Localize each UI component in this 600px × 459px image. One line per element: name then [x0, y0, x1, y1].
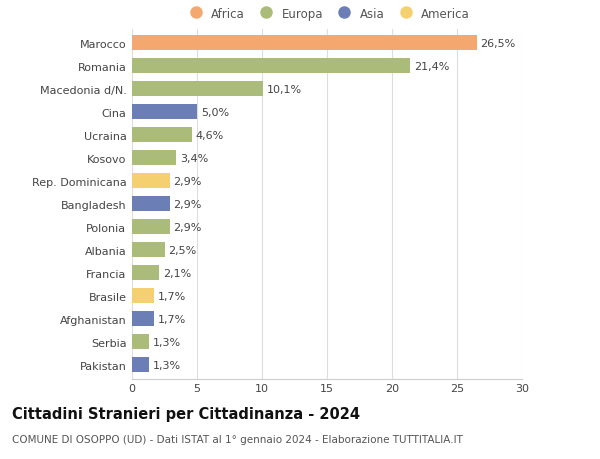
Bar [132, 59, 410, 74]
Bar [132, 266, 160, 280]
Text: 21,4%: 21,4% [414, 62, 449, 72]
Text: Cittadini Stranieri per Cittadinanza - 2024: Cittadini Stranieri per Cittadinanza - 2… [12, 406, 360, 421]
Text: 26,5%: 26,5% [481, 39, 515, 49]
Bar [132, 82, 263, 97]
Bar [132, 151, 176, 166]
Text: 1,3%: 1,3% [153, 360, 181, 370]
Text: 2,5%: 2,5% [169, 245, 197, 255]
Text: 1,7%: 1,7% [158, 291, 186, 301]
Bar [132, 312, 154, 326]
Bar [132, 105, 197, 120]
Text: COMUNE DI OSOPPO (UD) - Dati ISTAT al 1° gennaio 2024 - Elaborazione TUTTITALIA.: COMUNE DI OSOPPO (UD) - Dati ISTAT al 1°… [12, 434, 463, 444]
Text: 5,0%: 5,0% [201, 107, 229, 118]
Text: 1,7%: 1,7% [158, 314, 186, 324]
Bar [132, 197, 170, 212]
Legend: Africa, Europa, Asia, America: Africa, Europa, Asia, America [184, 7, 470, 21]
Text: 4,6%: 4,6% [196, 130, 224, 140]
Text: 3,4%: 3,4% [180, 153, 208, 163]
Bar [132, 36, 476, 51]
Bar [132, 243, 164, 257]
Text: 2,9%: 2,9% [173, 199, 202, 209]
Text: 2,9%: 2,9% [173, 222, 202, 232]
Text: 2,9%: 2,9% [173, 176, 202, 186]
Text: 1,3%: 1,3% [153, 337, 181, 347]
Bar [132, 128, 192, 143]
Bar [132, 220, 170, 235]
Text: 2,1%: 2,1% [163, 268, 191, 278]
Bar [132, 358, 149, 372]
Bar [132, 174, 170, 189]
Bar [132, 289, 154, 303]
Text: 10,1%: 10,1% [267, 84, 302, 95]
Bar [132, 335, 149, 349]
